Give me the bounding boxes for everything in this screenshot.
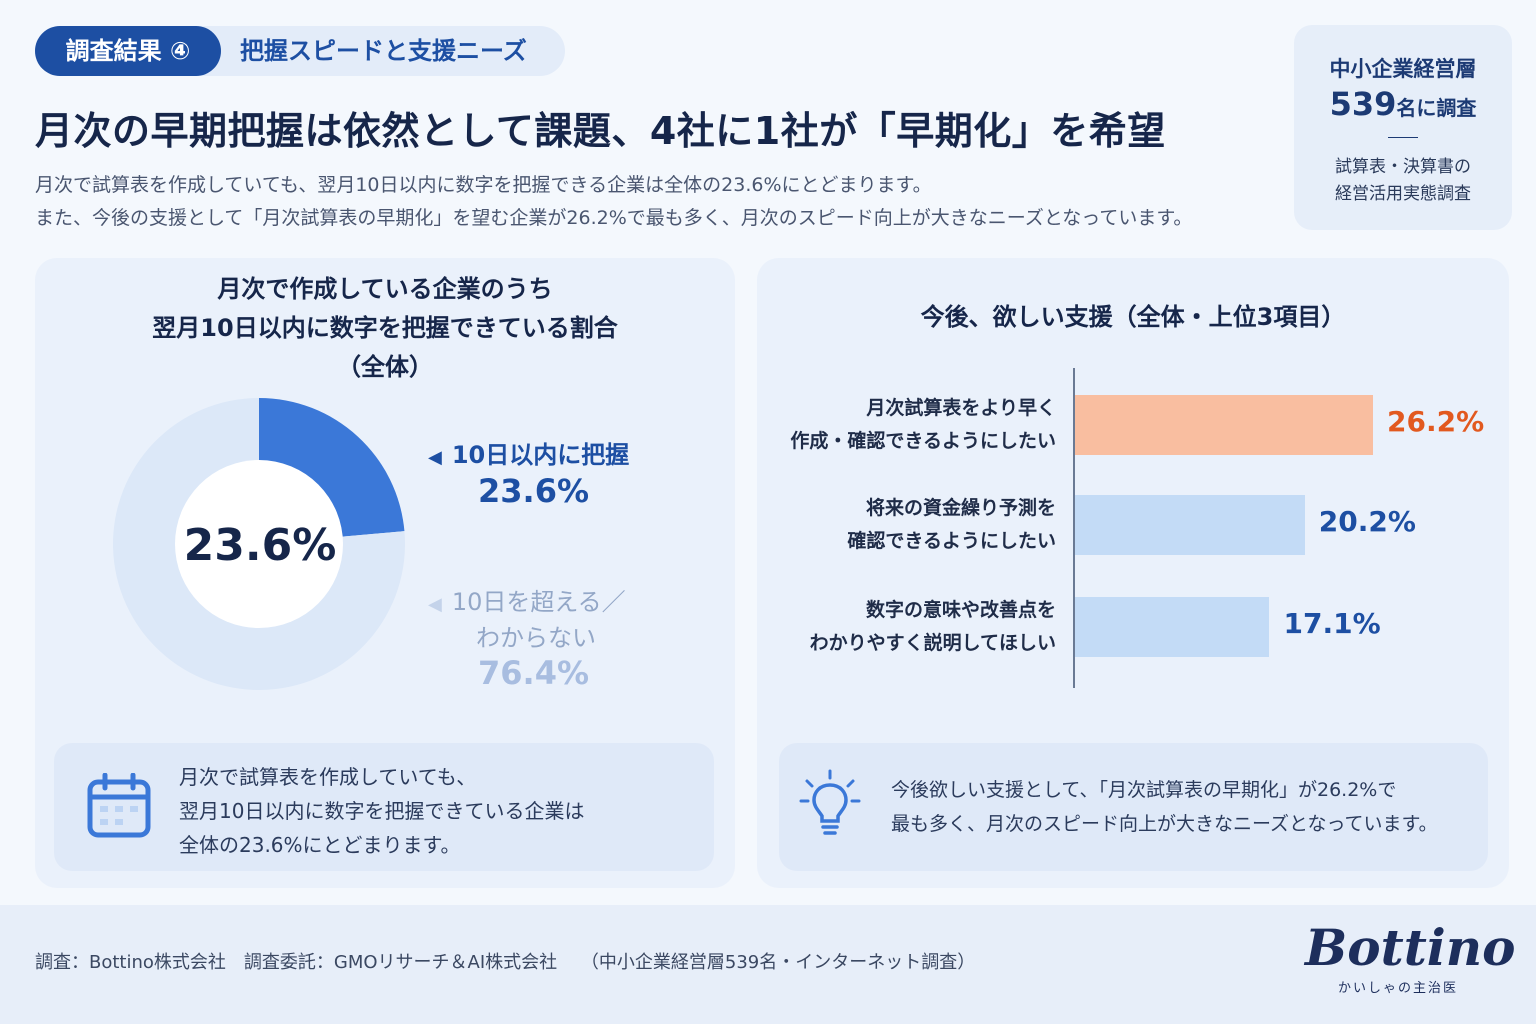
- legend-item-over-10-days: ◀ 10日を超える／: [428, 582, 626, 617]
- donut-center-value: 23.6%: [183, 520, 337, 571]
- brand-logo: Bottino: [1305, 918, 1516, 977]
- triangle-left-icon: ◀: [428, 447, 442, 468]
- subtitle-line-1: 月次で試算表を作成していても、翌月10日以内に数字を把握できる企業は全体の23.…: [35, 174, 932, 196]
- survey-count: 539名に調査: [1294, 85, 1512, 123]
- note-right-line-1: 今後欲しい支援として、「月次試算表の早期化」が26.2%で: [891, 779, 1397, 801]
- bar-category-label-0-1: 作成・確認できるようにしたい: [790, 430, 1056, 452]
- subtitle-line-2: また、今後の支援として「月次試算表の早期化」を望む企業が26.2%で最も多く、月…: [35, 207, 1193, 229]
- calendar-icon: [87, 773, 151, 838]
- survey-count-suffix: 名に調査: [1396, 96, 1477, 120]
- bar-value-label-2: 17.1%: [1283, 607, 1381, 640]
- bar-axis-line: [1073, 368, 1075, 688]
- survey-name-2: 経営活用実態調査: [1335, 184, 1471, 204]
- footer: [0, 905, 1536, 1024]
- note-left-line-1: 月次で試算表を作成していても、: [179, 765, 477, 789]
- bar-category-label-0-0: 月次試算表をより早く: [866, 397, 1056, 419]
- legend-item-within-10-days: ◀ 10日以内に把握: [428, 435, 629, 470]
- legend-label-within: 10日以内に把握: [451, 441, 630, 469]
- triangle-left-icon: ◀: [428, 594, 442, 615]
- brand-tagline: かいしゃの主治医: [1338, 981, 1459, 996]
- bar-value-label-1: 20.2%: [1318, 505, 1416, 538]
- section-header: 調査結果 ④ 把握スピードと支援ニーズ: [35, 26, 565, 76]
- legend-label-over-2: わからない: [476, 624, 596, 652]
- donut-title-line-2: 翌月10日以内に数字を把握できている割合: [152, 314, 618, 342]
- survey-target: 中小企業経営層: [1329, 57, 1477, 81]
- bar-0: [1075, 395, 1373, 455]
- divider: [1388, 137, 1418, 138]
- legend-value-within: 23.6%: [478, 472, 590, 510]
- survey-info-box: 中小企業経営層 539名に調査 試算表・決算書の 経営活用実態調査: [1294, 25, 1512, 230]
- note-box-left: 月次で試算表を作成していても、 翌月10日以内に数字を把握できている企業は 全体…: [54, 743, 714, 871]
- bar-value-label-0: 26.2%: [1387, 405, 1485, 438]
- note-right-line-2: 最も多く、月次のスピード向上が大きなニーズとなっています。: [891, 813, 1438, 835]
- donut-hole: [175, 460, 343, 628]
- page-title: 月次の早期把握は依然として課題、4社に1社が「早期化」を希望: [35, 109, 1166, 153]
- footer-credit: 調査：Bottino株式会社 調査委託：GMOリサーチ＆AI株式会社 （中小企業…: [35, 952, 976, 973]
- lightbulb-icon: [799, 769, 861, 835]
- note-box-right: 今後欲しい支援として、「月次試算表の早期化」が26.2%で 最も多く、月次のスピ…: [779, 743, 1488, 871]
- bar-chart-title: 今後、欲しい支援（全体・上位3項目）: [920, 303, 1346, 331]
- legend-label-over-1: 10日を超える／: [451, 588, 626, 616]
- bar-2: [1075, 597, 1270, 657]
- note-left-line-3: 全体の23.6%にとどまります。: [179, 833, 461, 857]
- survey-count-number: 539: [1329, 85, 1397, 123]
- section-label: 把握スピードと支援ニーズ: [240, 37, 527, 65]
- result-badge: 調査結果 ④: [35, 26, 221, 76]
- bar-1: [1075, 495, 1305, 555]
- bar-category-label-1-1: 確認できるようにしたい: [847, 530, 1056, 552]
- bar-category-label-1-0: 将来の資金繰り予測を: [865, 497, 1056, 519]
- note-left-line-2: 翌月10日以内に数字を把握できている企業は: [179, 799, 585, 823]
- donut-title-line-1: 月次で作成している企業のうち: [217, 275, 553, 303]
- bar-category-label-2-0: 数字の意味や改善点を: [865, 599, 1056, 621]
- legend-value-over: 76.4%: [478, 654, 590, 692]
- survey-name-1: 試算表・決算書の: [1335, 157, 1471, 177]
- donut-title-line-3: （全体）: [337, 353, 433, 381]
- donut-chart: [113, 398, 405, 690]
- bar-category-label-2-1: わかりやすく説明してほしい: [809, 632, 1056, 654]
